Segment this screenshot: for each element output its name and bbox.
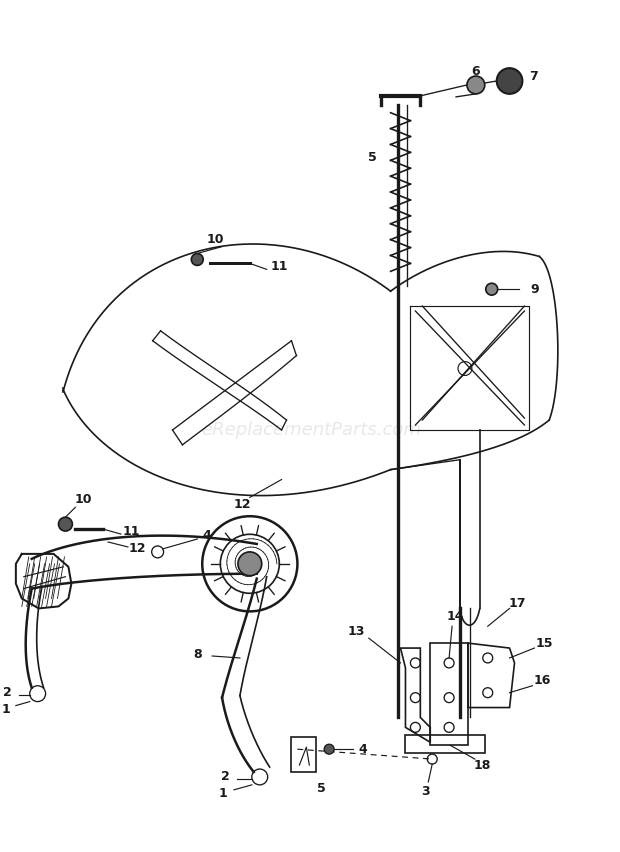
Text: eReplacementParts.com: eReplacementParts.com — [202, 421, 421, 439]
Text: 13: 13 — [347, 625, 365, 637]
Text: 10: 10 — [206, 233, 224, 246]
Circle shape — [485, 283, 498, 295]
Text: 16: 16 — [534, 674, 551, 688]
Text: 3: 3 — [421, 786, 430, 798]
Text: 14: 14 — [446, 610, 464, 623]
Text: 5: 5 — [317, 782, 326, 795]
Bar — [291, 737, 316, 772]
Circle shape — [324, 745, 334, 754]
Text: 12: 12 — [129, 543, 146, 556]
Text: 6: 6 — [472, 65, 480, 78]
Text: 15: 15 — [536, 636, 553, 649]
Text: 7: 7 — [529, 70, 538, 83]
Circle shape — [238, 552, 262, 576]
Text: 12: 12 — [233, 498, 250, 511]
Circle shape — [192, 254, 203, 266]
Text: 11: 11 — [122, 525, 140, 538]
Text: 4: 4 — [358, 743, 367, 756]
Text: 10: 10 — [74, 492, 92, 506]
Text: 1: 1 — [218, 787, 227, 800]
Text: 4: 4 — [203, 528, 211, 542]
Circle shape — [58, 517, 73, 531]
Text: 9: 9 — [530, 283, 539, 296]
Bar — [405, 735, 485, 753]
Text: 8: 8 — [193, 648, 202, 660]
Text: 18: 18 — [473, 758, 490, 772]
Text: 5: 5 — [368, 151, 377, 164]
Circle shape — [467, 76, 485, 94]
Text: 2: 2 — [221, 770, 230, 784]
Text: 1: 1 — [1, 703, 10, 716]
Text: 2: 2 — [3, 686, 12, 699]
Circle shape — [497, 68, 523, 94]
Text: 17: 17 — [509, 597, 526, 610]
Text: 11: 11 — [271, 260, 288, 273]
